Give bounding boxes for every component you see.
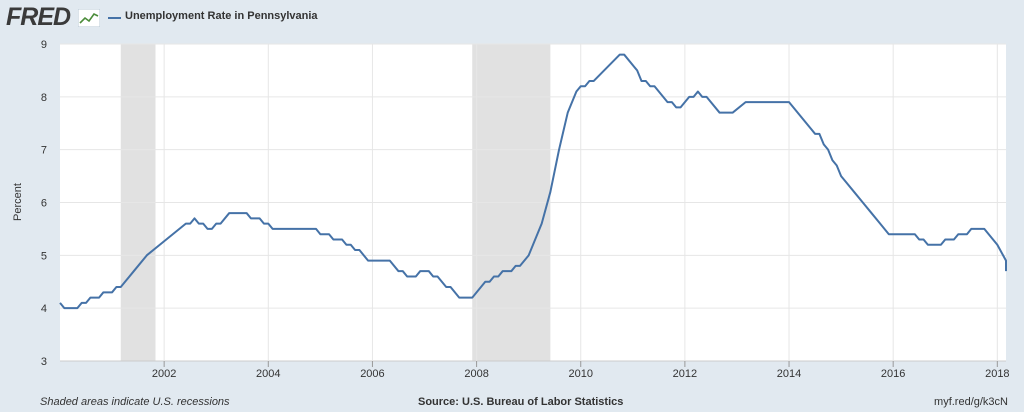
x-tick-label-2008: 2008 — [464, 368, 488, 380]
y-tick-label-3: 3 — [41, 356, 47, 368]
y-axis-ticks: 3 4 5 6 7 8 9 — [41, 39, 47, 368]
grid-lines — [60, 43, 1006, 362]
y-axis-title: Percent — [12, 183, 24, 221]
y-tick-label-6: 6 — [41, 198, 47, 210]
recession-note: Shaded areas indicate U.S. recessions — [40, 396, 230, 408]
x-tick-label-2018: 2018 — [985, 368, 1009, 380]
series-line-pennsylvania-unemployment[interactable] — [59, 53, 1007, 310]
legend-swatch — [108, 17, 121, 19]
fred-logo[interactable]: FRED — [6, 3, 71, 31]
x-tick-label-2016: 2016 — [881, 368, 905, 380]
x-tick-label-2014: 2014 — [777, 368, 801, 380]
legend-label[interactable]: Unemployment Rate in Pennsylvania — [125, 10, 318, 22]
x-tick-label-2012: 2012 — [673, 368, 697, 380]
y-tick-label-8: 8 — [41, 92, 47, 104]
y-tick-label-4: 4 — [41, 303, 47, 315]
x-tick-label-2006: 2006 — [360, 368, 384, 380]
x-tick-label-2004: 2004 — [256, 368, 280, 380]
chart-header: FRED Unemployment Rate in Pennsylvania — [0, 0, 1024, 36]
short-link[interactable]: myf.red/g/k3cN — [934, 396, 1008, 408]
source-credit[interactable]: Source: U.S. Bureau of Labor Statistics — [418, 396, 624, 408]
y-tick-label-9: 9 — [41, 39, 47, 51]
chart-footer: Shaded areas indicate U.S. recessions So… — [0, 393, 1024, 412]
line-chart[interactable]: 3 4 5 6 7 8 9 2002 2004 2006 2008 2010 2012 2014 2016… — [0, 0, 1024, 393]
fred-logo-chart-icon — [78, 9, 100, 27]
y-tick-label-5: 5 — [41, 250, 47, 262]
y-tick-label-7: 7 — [41, 145, 47, 157]
x-tick-label-2002: 2002 — [152, 368, 176, 380]
x-axis-ticks: 2002 2004 2006 2008 2010 2012 2014 2016 2018 — [152, 361, 1010, 380]
x-tick-label-2010: 2010 — [568, 368, 592, 380]
